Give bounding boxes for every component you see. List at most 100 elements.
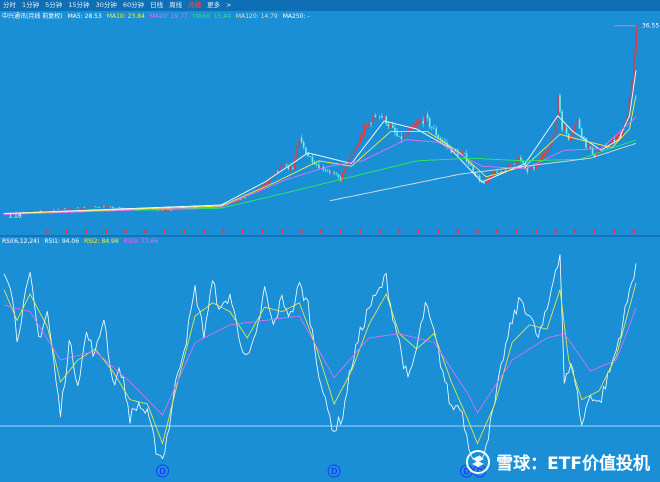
tab-7[interactable]: 周线 [169, 1, 183, 9]
candle-body [439, 138, 442, 141]
candle-body [431, 126, 433, 129]
ma20-line [3, 116, 637, 216]
candle-body [359, 136, 361, 144]
candle-body [122, 207, 125, 209]
candle-body [478, 175, 481, 181]
candle-body [48, 210, 51, 211]
candle-body [157, 210, 159, 211]
candle-body [72, 207, 75, 209]
candle-body [305, 147, 307, 154]
legend-top-item-4: MA60: 15.44 [192, 13, 231, 20]
rsi2-line [3, 282, 637, 445]
candle-body [296, 146, 298, 159]
candle-body [118, 207, 120, 208]
candle-body [231, 202, 233, 204]
candle-body [268, 180, 270, 184]
candle-body [504, 169, 507, 171]
candle-body [611, 140, 613, 143]
candle-body [517, 157, 520, 162]
candle-body [74, 207, 77, 208]
signal-tick [574, 229, 577, 233]
candle-body [40, 210, 42, 212]
candle-body [389, 125, 392, 127]
candle-body [109, 206, 112, 208]
candle-body [87, 207, 90, 208]
candle-body [105, 206, 107, 208]
signal-tick [163, 229, 166, 233]
candle-body [44, 210, 47, 212]
candle-body [342, 173, 344, 181]
legend-top-item-2: MA10: 23.84 [106, 13, 145, 20]
tab-1[interactable]: 1分钟 [22, 1, 40, 9]
low-price-label: 1.18 [8, 213, 22, 220]
candle-body [615, 136, 618, 142]
signal-tick [359, 229, 362, 233]
candle-body [270, 177, 272, 181]
candle-body [398, 135, 401, 137]
candle-body [622, 127, 624, 138]
candle-body [463, 152, 466, 154]
signal-tick [124, 229, 127, 233]
candle-body [298, 137, 301, 147]
signal-d-label: D [160, 467, 166, 476]
candle-body [309, 156, 312, 157]
candle-body [635, 27, 637, 52]
candle-body [619, 134, 622, 138]
signal-tick [85, 229, 88, 233]
candle-body [357, 143, 359, 147]
tab-10[interactable]: > [226, 1, 232, 9]
candle-body [172, 210, 175, 211]
candle-body [606, 146, 609, 148]
candle-body [441, 140, 444, 142]
tab-2[interactable]: 5分钟 [45, 1, 63, 9]
legend-bottom-item-0: RSI(6,12,24) [2, 238, 40, 245]
candlestick-panel[interactable]: 36.55 1.18 [0, 23, 660, 237]
legend-top-item-3: MA20: 19.77 [149, 13, 188, 20]
tab-0[interactable]: 分时 [3, 1, 16, 9]
candle-body [161, 209, 164, 211]
candle-body [563, 127, 566, 131]
candle-body [61, 208, 64, 210]
candle-body [120, 207, 123, 209]
tab-3[interactable]: 15分钟 [68, 1, 90, 9]
candle-body [376, 116, 379, 117]
candle-body [467, 161, 470, 165]
candle-body [589, 146, 592, 148]
candle-body [324, 169, 327, 171]
signal-tick [535, 229, 538, 233]
candle-body [111, 206, 114, 208]
candle-body [70, 207, 73, 209]
candle-body [31, 211, 34, 213]
tab-4[interactable]: 30分钟 [95, 1, 117, 9]
candle-body [437, 135, 440, 139]
tab-6[interactable]: 日线 [150, 1, 164, 9]
candle-body [565, 127, 568, 134]
tab-8[interactable]: 月线 [188, 1, 202, 9]
signal-tick [613, 229, 616, 233]
candle-body [418, 122, 420, 124]
candle-body [233, 202, 236, 204]
candle-body [420, 120, 422, 123]
signal-tick [46, 229, 49, 233]
signal-tick [300, 229, 303, 233]
candle-body [166, 210, 168, 211]
candle-body [511, 163, 514, 165]
candle-body [502, 169, 505, 172]
tab-9[interactable]: 更多 [207, 1, 221, 9]
candle-body [515, 161, 518, 164]
candle-body [470, 164, 472, 166]
candle-body [363, 125, 366, 136]
candle-body [276, 171, 279, 172]
candle-body [320, 166, 322, 169]
candle-body [548, 147, 550, 152]
candle-body [239, 199, 242, 201]
candle-body [550, 140, 553, 148]
candle-body [617, 134, 620, 137]
ma60-line [134, 139, 637, 211]
tab-5[interactable]: 60分钟 [122, 1, 145, 9]
price-legend: 中兴通讯(月线 前复权) MA5: 28.53 MA10: 23.84 MA20: 1… [2, 12, 315, 21]
candle-body [574, 124, 576, 132]
candle-body [572, 131, 574, 137]
